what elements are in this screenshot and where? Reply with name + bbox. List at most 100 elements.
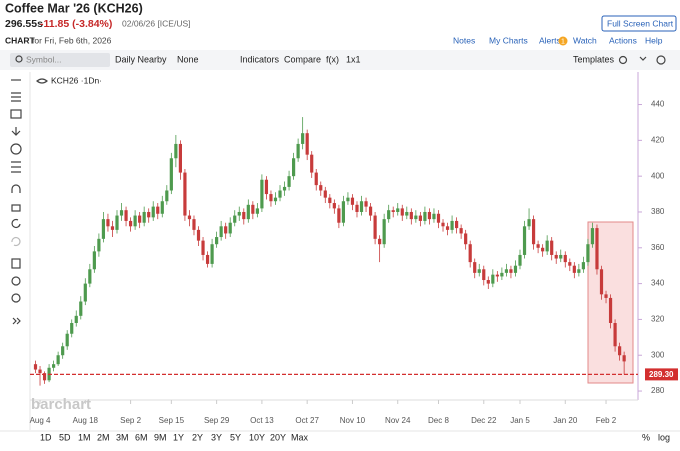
tool-icon[interactable] (11, 161, 21, 173)
candle-body (133, 215, 137, 227)
range-button[interactable]: 3Y (211, 432, 222, 442)
candle-body (622, 355, 626, 362)
chart-label: CHART (5, 35, 36, 45)
candle-body (368, 206, 373, 216)
range-button[interactable]: 6M (135, 432, 148, 442)
range-button[interactable]: 1M (78, 432, 91, 442)
candle-body (473, 262, 477, 273)
change: -11.85 (-3.84%) (40, 18, 112, 30)
y-tick-label: 340 (651, 279, 665, 288)
candle-body (70, 323, 74, 334)
tool-icon[interactable] (11, 276, 21, 286)
nav-link[interactable]: My Charts (489, 35, 528, 45)
nav-link[interactable]: Help (645, 35, 663, 45)
candle-body (364, 201, 368, 207)
range-button[interactable]: 1Y (173, 432, 184, 442)
candle-body (572, 265, 576, 273)
candle-body (359, 201, 364, 212)
candle-body (42, 373, 47, 381)
nav-link[interactable]: Watch (573, 35, 597, 45)
price-label: 289.30 (649, 370, 674, 379)
candle-body (156, 206, 160, 214)
y-tick-label: 440 (651, 100, 665, 109)
candle-body (400, 208, 404, 216)
candle-body (586, 244, 590, 263)
candle-body (233, 215, 237, 223)
expand-icon[interactable] (639, 56, 647, 61)
candle-body (337, 208, 341, 223)
tool-icon[interactable] (12, 317, 21, 325)
candle-body (246, 204, 250, 220)
candle-body (568, 262, 572, 266)
tool-icon[interactable] (11, 92, 21, 102)
nav-link[interactable]: Alerts (539, 35, 561, 45)
symbol-placeholder[interactable]: Symbol... (26, 54, 61, 64)
settings-icon[interactable] (618, 55, 628, 65)
candle-body (436, 213, 441, 223)
tool-icon[interactable] (11, 127, 21, 136)
percent-toggle[interactable]: % (642, 432, 650, 442)
candle-body (495, 274, 499, 277)
candle-body (52, 364, 56, 368)
tool-icon[interactable] (11, 293, 21, 303)
symbol-label: KCH26 ·1Dn· (51, 75, 102, 85)
range-button[interactable]: 5Y (230, 432, 241, 442)
range-button[interactable]: 9M (154, 432, 167, 442)
candle-body (441, 222, 445, 227)
candle-body (613, 323, 617, 347)
visibility-icon[interactable] (36, 78, 48, 84)
toolbar-item[interactable]: Daily Nearby (115, 54, 167, 64)
symbol-input[interactable] (10, 53, 110, 67)
nav-link[interactable]: Notes (453, 35, 475, 45)
candle-body (147, 211, 151, 218)
y-tick-label: 360 (651, 243, 665, 252)
candle-body (418, 215, 422, 221)
tool-icon[interactable] (11, 258, 21, 269)
templates[interactable]: Templates (573, 54, 615, 64)
candle-body (518, 254, 522, 266)
x-tick-label: Feb 2 (596, 416, 617, 425)
tool-icon[interactable] (11, 236, 21, 247)
tool-icon[interactable] (11, 204, 21, 212)
range-button[interactable]: 3M (116, 432, 129, 442)
x-tick-label: Oct 27 (295, 416, 319, 425)
tool-icon[interactable] (10, 143, 22, 155)
candle-body (608, 297, 613, 323)
toolbar-item[interactable]: f(x) (326, 54, 339, 64)
toolbar-item[interactable]: Indicators (240, 54, 280, 64)
range-button[interactable]: 5D (59, 432, 71, 442)
theme-icon[interactable] (656, 55, 666, 65)
candle-body (97, 238, 101, 252)
candle-body (504, 269, 509, 273)
range-button[interactable]: 10Y (249, 432, 265, 442)
candle-body (391, 210, 395, 212)
candle-body (124, 210, 128, 221)
toolbar-item[interactable]: Compare (284, 54, 321, 64)
candle-body (554, 254, 558, 259)
range-button[interactable]: 1D (40, 432, 52, 442)
fullscreen-button[interactable] (601, 15, 677, 32)
candle-body (396, 208, 400, 212)
range-button[interactable]: Max (291, 432, 309, 442)
candle-body (242, 211, 246, 220)
range-button[interactable]: 20Y (270, 432, 286, 442)
tool-icon[interactable] (10, 109, 22, 119)
toolbar (0, 50, 680, 70)
tool-icon[interactable] (11, 184, 21, 193)
range-button[interactable]: 2M (97, 432, 110, 442)
candle-body (33, 364, 38, 370)
log-toggle[interactable]: log (658, 432, 670, 442)
range-button[interactable]: 2Y (192, 432, 203, 442)
toolbar-item[interactable]: None (177, 54, 199, 64)
tool-icon[interactable] (11, 218, 21, 229)
candle-body (169, 158, 173, 191)
candle-body (319, 185, 323, 191)
candle-body (119, 210, 124, 216)
nav-link[interactable]: Actions (609, 35, 637, 45)
toolbar-item[interactable]: 1x1 (346, 54, 361, 64)
candle-body (92, 251, 96, 270)
candle-body (423, 211, 427, 221)
candle-body (563, 254, 567, 263)
fullscreen-label[interactable]: Full Screen Chart (607, 18, 674, 28)
x-tick-label: Sep 29 (204, 416, 230, 425)
